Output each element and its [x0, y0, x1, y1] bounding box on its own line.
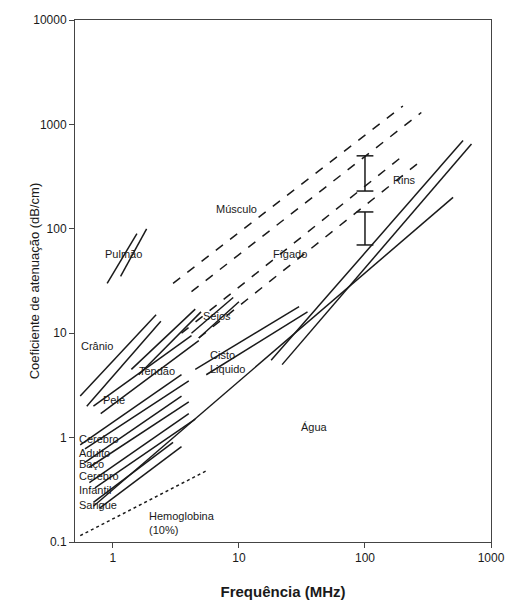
- svg-text:1: 1: [110, 551, 117, 565]
- svg-text:0.1: 0.1: [50, 535, 67, 549]
- svg-text:Músculo: Músculo: [216, 203, 257, 215]
- svg-text:1000: 1000: [478, 551, 505, 565]
- svg-text:Crânio: Crânio: [81, 340, 113, 352]
- svg-text:Sangue: Sangue: [79, 499, 117, 511]
- svg-text:Coeficiente de atenuação (dB/c: Coeficiente de atenuação (dB/cm): [27, 183, 42, 380]
- svg-text:Baço: Baço: [79, 458, 104, 470]
- svg-text:CerebroInfantil: CerebroInfantil: [79, 470, 119, 496]
- svg-text:100: 100: [47, 222, 67, 236]
- svg-text:Tendão: Tendão: [139, 365, 175, 377]
- svg-text:Rins: Rins: [393, 174, 416, 186]
- svg-text:1000: 1000: [40, 118, 67, 132]
- svg-text:CerebroAdulto: CerebroAdulto: [79, 433, 119, 459]
- svg-text:CistoLiquido: CistoLiquido: [210, 349, 245, 375]
- svg-text:Seios: Seios: [203, 310, 231, 322]
- svg-text:10: 10: [53, 326, 67, 340]
- svg-text:Hemoglobina(10%): Hemoglobina(10%): [149, 510, 215, 536]
- svg-text:100: 100: [355, 551, 375, 565]
- svg-text:Pele: Pele: [103, 394, 125, 406]
- svg-text:Fígado: Fígado: [273, 248, 307, 260]
- svg-text:Pulmão: Pulmão: [105, 248, 142, 260]
- svg-text:10000: 10000: [33, 13, 67, 27]
- svg-text:Água: Água: [301, 421, 328, 433]
- svg-text:10: 10: [232, 551, 246, 565]
- svg-text:Frequência (MHz): Frequência (MHz): [220, 583, 345, 600]
- svg-text:1: 1: [60, 431, 67, 445]
